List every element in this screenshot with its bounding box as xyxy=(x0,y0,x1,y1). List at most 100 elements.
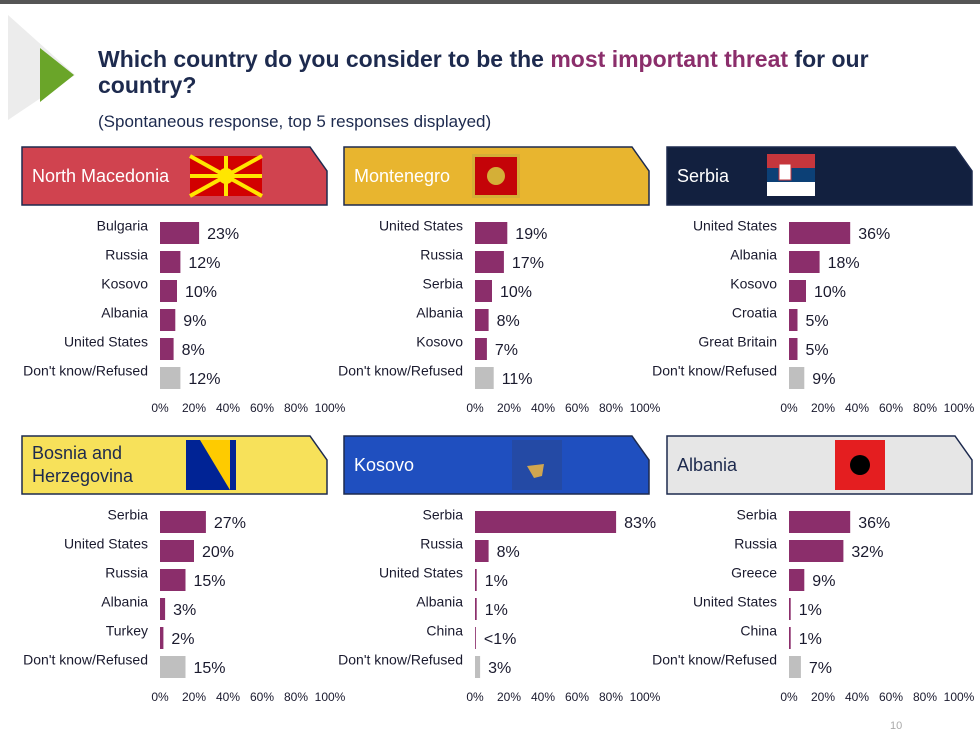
value-label: 3% xyxy=(488,660,511,677)
panel-banner xyxy=(343,435,650,495)
value-label: 1% xyxy=(799,631,822,648)
value-label: 8% xyxy=(497,544,520,561)
category-label: Russia xyxy=(105,247,148,263)
x-tick-label: 60% xyxy=(250,690,274,704)
value-label: 1% xyxy=(485,573,508,590)
panel-title: Kosovo xyxy=(354,455,415,475)
value-label: 23% xyxy=(207,226,239,243)
value-label: 18% xyxy=(828,255,860,272)
bar xyxy=(160,540,194,562)
x-tick-label: 80% xyxy=(599,401,623,415)
category-label: Russia xyxy=(105,565,148,581)
category-label: United States xyxy=(693,594,777,610)
category-label: Don't know/Refused xyxy=(652,652,777,668)
panel-title: Montenegro xyxy=(354,166,451,186)
x-tick-label: 0% xyxy=(466,401,484,415)
category-label: Greece xyxy=(731,565,777,581)
category-label: Russia xyxy=(420,536,463,552)
panel-banner xyxy=(666,435,973,495)
bar xyxy=(789,367,805,389)
x-tick-label: 80% xyxy=(913,690,937,704)
value-label: 83% xyxy=(624,515,656,532)
value-label: 1% xyxy=(799,602,822,619)
x-tick-label: 20% xyxy=(182,401,206,415)
category-label: Russia xyxy=(420,247,463,263)
category-label: Russia xyxy=(734,536,777,552)
flag xyxy=(850,455,870,475)
category-label: Kosovo xyxy=(730,276,777,292)
value-label: <1% xyxy=(484,631,516,648)
x-tick-label: 0% xyxy=(151,401,169,415)
category-label: United States xyxy=(379,565,463,581)
x-tick-label: 100% xyxy=(315,690,346,704)
bar xyxy=(475,511,617,533)
category-label: Don't know/Refused xyxy=(23,652,148,668)
flag xyxy=(225,174,263,198)
category-label: Kosovo xyxy=(101,276,148,292)
value-label: 9% xyxy=(812,573,835,590)
bar xyxy=(789,251,820,273)
category-label: Bulgaria xyxy=(97,218,149,234)
x-tick-label: 40% xyxy=(845,401,869,415)
bar xyxy=(789,598,791,620)
title: Which country do you consider to be the … xyxy=(98,46,918,98)
panel-title: Serbia xyxy=(677,166,730,186)
value-label: 7% xyxy=(495,342,518,359)
panel-banner xyxy=(21,435,328,495)
panel-title: Albania xyxy=(677,455,738,475)
x-tick-label: 100% xyxy=(944,690,975,704)
bar xyxy=(475,656,481,678)
category-label: United States xyxy=(379,218,463,234)
x-tick-label: 20% xyxy=(497,690,521,704)
bar xyxy=(160,627,164,649)
x-tick-label: 100% xyxy=(630,690,661,704)
x-tick-label: 100% xyxy=(944,401,975,415)
x-tick-label: 20% xyxy=(497,401,521,415)
category-label: Albania xyxy=(416,594,463,610)
x-tick-label: 100% xyxy=(630,401,661,415)
bar xyxy=(475,280,492,302)
bar xyxy=(160,367,181,389)
category-label: Albania xyxy=(101,305,148,321)
value-label: 15% xyxy=(194,660,226,677)
category-label: Serbia xyxy=(423,507,464,523)
value-label: 5% xyxy=(806,342,829,359)
x-tick-label: 0% xyxy=(780,401,798,415)
category-label: United States xyxy=(64,334,148,350)
panel-title: North Macedonia xyxy=(32,166,170,186)
bar xyxy=(475,598,477,620)
x-tick-label: 0% xyxy=(151,690,169,704)
value-label: 19% xyxy=(515,226,547,243)
x-tick-label: 40% xyxy=(845,690,869,704)
x-tick-label: 60% xyxy=(879,690,903,704)
bar xyxy=(475,222,508,244)
bar xyxy=(475,251,504,273)
x-tick-label: 40% xyxy=(531,690,555,704)
category-label: Serbia xyxy=(423,276,464,292)
category-label: China xyxy=(740,623,777,639)
bar xyxy=(789,656,801,678)
x-tick-label: 20% xyxy=(811,401,835,415)
category-label: Turkey xyxy=(106,623,148,639)
title-part: for our country? xyxy=(98,46,869,98)
value-label: 32% xyxy=(851,544,883,561)
bar xyxy=(475,309,489,331)
bar xyxy=(475,338,487,360)
value-label: 36% xyxy=(858,226,890,243)
bar xyxy=(160,251,181,273)
flag xyxy=(767,182,815,196)
bar xyxy=(475,367,494,389)
flag xyxy=(225,154,263,178)
x-tick-label: 0% xyxy=(780,690,798,704)
value-label: 20% xyxy=(202,544,234,561)
x-tick-label: 80% xyxy=(284,690,308,704)
x-tick-label: 20% xyxy=(811,690,835,704)
bar xyxy=(475,627,476,649)
bar xyxy=(789,627,791,649)
x-tick-label: 60% xyxy=(565,690,589,704)
value-label: 9% xyxy=(812,371,835,388)
bar xyxy=(789,540,844,562)
subtitle: (Spontaneous response, top 5 responses d… xyxy=(98,112,492,131)
value-label: 10% xyxy=(500,284,532,301)
